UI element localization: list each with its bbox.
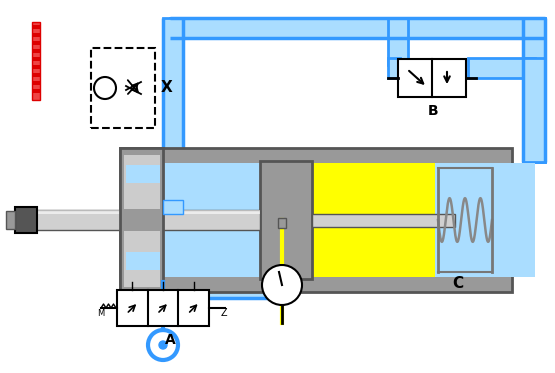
Polygon shape [260,161,312,279]
Polygon shape [124,231,160,287]
Polygon shape [32,41,40,45]
Text: Z: Z [221,308,228,318]
Polygon shape [126,165,160,183]
Polygon shape [388,18,408,65]
Polygon shape [312,163,435,277]
Polygon shape [32,57,40,61]
Polygon shape [163,200,183,214]
Polygon shape [124,155,160,209]
Polygon shape [435,163,498,277]
Polygon shape [170,18,545,38]
Polygon shape [6,211,15,229]
Polygon shape [120,148,512,292]
Polygon shape [32,33,40,37]
Polygon shape [18,210,260,214]
Polygon shape [32,73,40,77]
Polygon shape [32,22,40,100]
Bar [91,48,155,128]
Polygon shape [138,163,262,277]
Polygon shape [32,81,40,85]
Polygon shape [15,207,37,233]
Polygon shape [117,290,209,326]
Polygon shape [32,65,40,69]
Polygon shape [523,58,545,162]
Polygon shape [32,89,40,93]
Polygon shape [388,58,400,78]
Circle shape [159,341,167,349]
Polygon shape [498,163,535,277]
Polygon shape [398,59,466,97]
Polygon shape [278,218,286,228]
Text: M: M [97,309,104,318]
Text: B: B [428,104,438,118]
Polygon shape [312,213,455,226]
Text: C: C [452,276,463,291]
Polygon shape [32,25,40,29]
Polygon shape [163,18,183,312]
Polygon shape [32,49,40,53]
Circle shape [262,265,302,305]
Text: X: X [161,81,173,95]
Polygon shape [18,210,260,230]
Polygon shape [163,278,295,298]
Polygon shape [126,252,160,270]
Text: A: A [165,333,176,347]
Polygon shape [138,163,498,277]
Polygon shape [468,58,535,78]
Polygon shape [523,18,545,162]
Polygon shape [120,148,163,292]
